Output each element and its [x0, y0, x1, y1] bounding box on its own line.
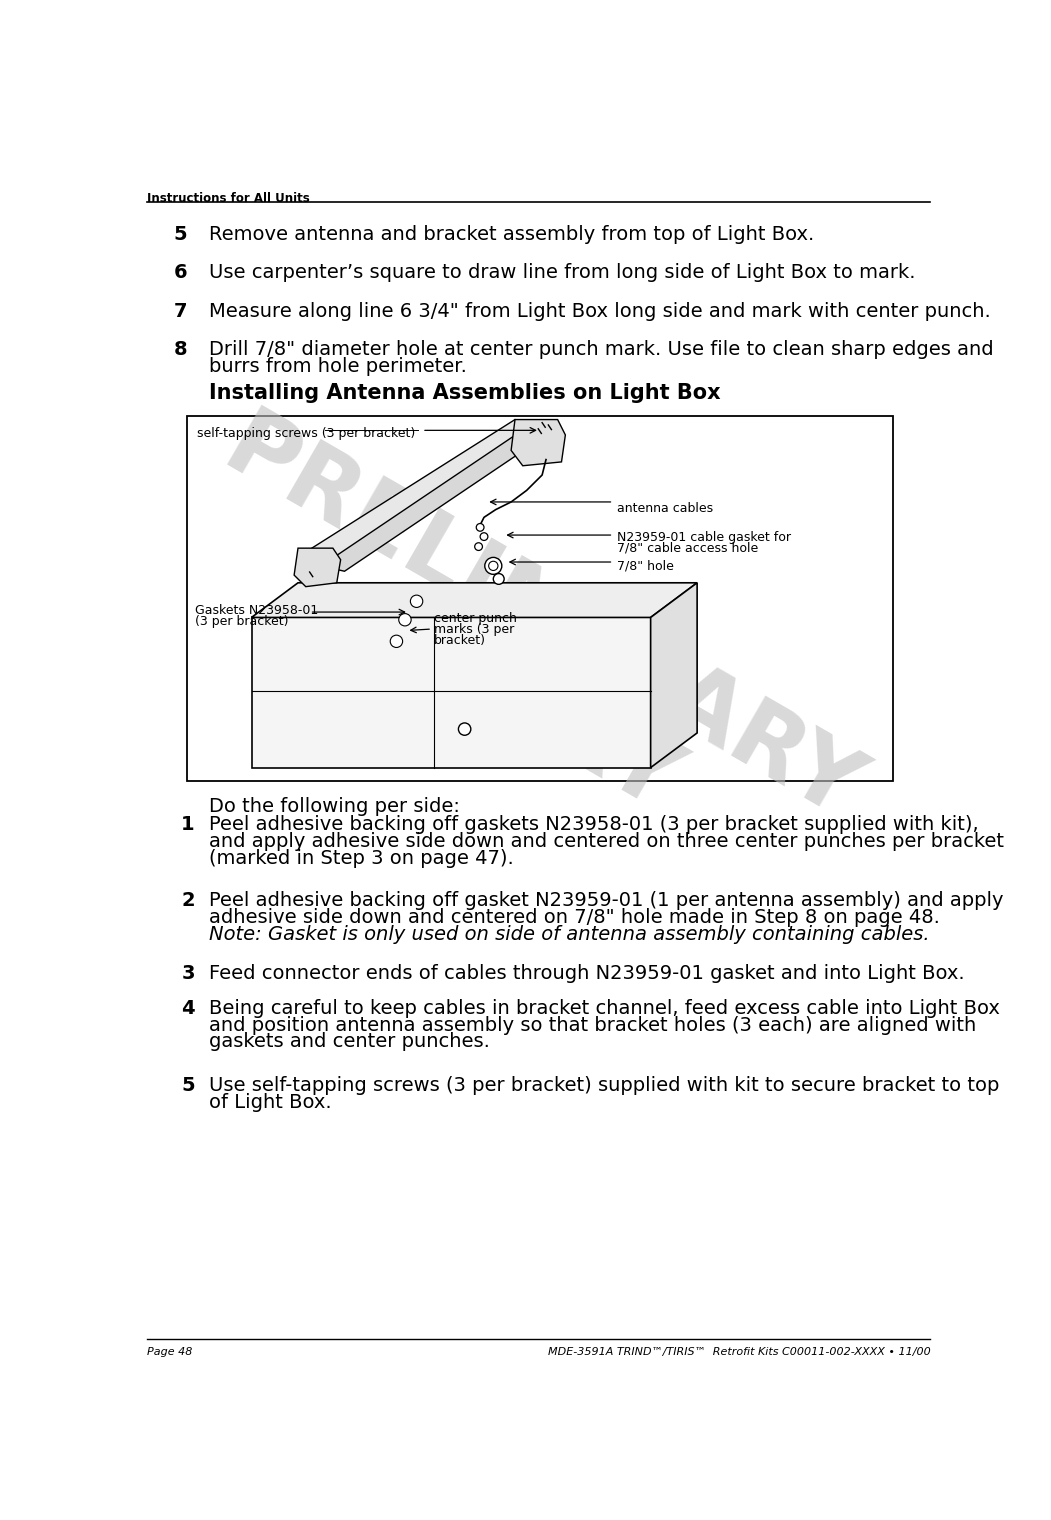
Text: 6: 6 [173, 263, 187, 283]
Circle shape [480, 532, 488, 541]
Polygon shape [251, 617, 651, 768]
Text: 7/8" cable access hole: 7/8" cable access hole [617, 543, 758, 555]
Text: adhesive side down and centered on 7/8" hole made in Step 8 on page 48.: adhesive side down and centered on 7/8" … [209, 907, 940, 927]
Text: 2: 2 [182, 891, 194, 910]
Text: of Light Box.: of Light Box. [209, 1093, 331, 1111]
Text: MDE-3591A TRIND™/TIRIS™  Retrofit Kits C00011-002-XXXX • 11/00: MDE-3591A TRIND™/TIRIS™ Retrofit Kits C0… [548, 1347, 930, 1357]
Polygon shape [322, 433, 542, 572]
Text: 5: 5 [182, 1076, 194, 1094]
Text: Measure along line 6 3/4" from Light Box long side and mark with center punch.: Measure along line 6 3/4" from Light Box… [209, 302, 991, 321]
Text: and position antenna assembly so that bracket holes (3 each) are aligned with: and position antenna assembly so that br… [209, 1015, 976, 1035]
Text: marks (3 per: marks (3 per [434, 623, 514, 635]
Circle shape [398, 614, 411, 626]
Circle shape [485, 558, 501, 575]
Circle shape [476, 523, 485, 530]
Text: Peel adhesive backing off gaskets N23958-01 (3 per bracket supplied with kit),: Peel adhesive backing off gaskets N23958… [209, 815, 978, 834]
Text: Do the following per side:: Do the following per side: [209, 796, 459, 816]
Bar [187, 415, 893, 781]
Polygon shape [251, 582, 697, 617]
Text: center punch: center punch [434, 613, 516, 625]
Text: Note: Gasket is only used on side of antenna assembly containing cables.: Note: Gasket is only used on side of ant… [209, 924, 929, 944]
Circle shape [458, 724, 471, 736]
Text: (3 per bracket): (3 per bracket) [194, 616, 288, 628]
Text: 3: 3 [182, 964, 194, 983]
Text: Use self-tapping screws (3 per bracket) supplied with kit to secure bracket to t: Use self-tapping screws (3 per bracket) … [209, 1076, 1000, 1094]
Text: 7/8" hole: 7/8" hole [617, 559, 674, 573]
Text: 4: 4 [182, 999, 194, 1017]
Circle shape [390, 635, 403, 648]
Text: Feed connector ends of cables through N23959-01 gasket and into Light Box.: Feed connector ends of cables through N2… [209, 964, 965, 983]
Text: Being careful to keep cables in bracket channel, feed excess cable into Light Bo: Being careful to keep cables in bracket … [209, 999, 1000, 1017]
Text: ARY: ARY [468, 644, 695, 828]
Polygon shape [511, 420, 565, 465]
Circle shape [489, 561, 498, 570]
Text: gaskets and center punches.: gaskets and center punches. [209, 1032, 490, 1052]
Text: 1: 1 [182, 815, 194, 834]
Circle shape [493, 573, 504, 584]
Text: PRELIMINARY: PRELIMINARY [208, 401, 877, 841]
Circle shape [410, 596, 423, 608]
Text: Gaskets N23958-01: Gaskets N23958-01 [194, 605, 318, 617]
Text: Use carpenter’s square to draw line from long side of Light Box to mark.: Use carpenter’s square to draw line from… [209, 263, 915, 283]
Text: burrs from hole perimeter.: burrs from hole perimeter. [209, 357, 467, 375]
Text: Peel adhesive backing off gasket N23959-01 (1 per antenna assembly) and apply: Peel adhesive backing off gasket N23959-… [209, 891, 1004, 910]
Polygon shape [651, 582, 697, 768]
Polygon shape [294, 549, 341, 587]
Text: antenna cables: antenna cables [617, 502, 713, 515]
Text: Drill 7/8" diameter hole at center punch mark. Use file to clean sharp edges and: Drill 7/8" diameter hole at center punch… [209, 340, 993, 359]
Text: Instructions for All Units: Instructions for All Units [147, 192, 310, 205]
Text: (marked in Step 3 on page 47).: (marked in Step 3 on page 47). [209, 850, 514, 868]
Text: Installing Antenna Assemblies on Light Box: Installing Antenna Assemblies on Light B… [209, 383, 721, 403]
Text: 7: 7 [173, 302, 187, 321]
Text: N23959-01 cable gasket for: N23959-01 cable gasket for [617, 530, 790, 544]
Text: 8: 8 [173, 340, 187, 359]
Text: 5: 5 [173, 225, 187, 243]
Text: self-tapping screws (3 per bracket): self-tapping screws (3 per bracket) [198, 427, 415, 441]
Circle shape [475, 543, 482, 550]
Text: Page 48: Page 48 [147, 1347, 192, 1357]
Text: and apply adhesive side down and centered on three center punches per bracket: and apply adhesive side down and centere… [209, 833, 1004, 851]
Text: bracket): bracket) [434, 634, 486, 646]
Polygon shape [306, 420, 550, 559]
Text: Remove antenna and bracket assembly from top of Light Box.: Remove antenna and bracket assembly from… [209, 225, 815, 243]
